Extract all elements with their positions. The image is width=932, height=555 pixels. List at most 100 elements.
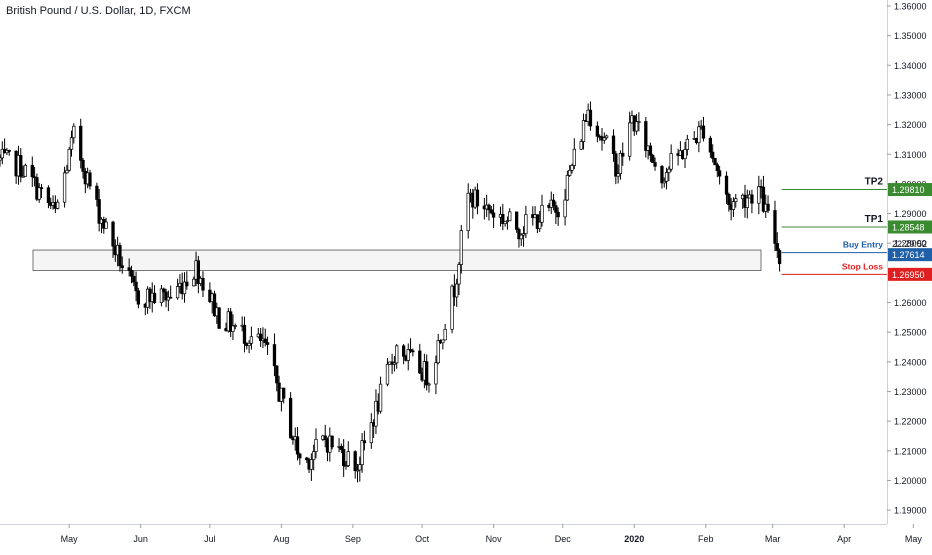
candle-body [166, 296, 171, 301]
candle-body [664, 172, 669, 182]
candle-body [37, 187, 41, 200]
candle-body [30, 164, 34, 178]
candle-body [242, 324, 247, 344]
candle-body [556, 211, 560, 218]
candle-body [667, 168, 671, 173]
candle-body [540, 204, 544, 223]
candle-body [7, 150, 11, 152]
candle-body [514, 211, 519, 230]
candle-body [275, 365, 279, 384]
candle-body [56, 201, 60, 209]
candle-body [777, 250, 782, 264]
candle-body [196, 260, 201, 284]
candle-body [685, 138, 689, 150]
candle-body [766, 203, 770, 211]
candle-body [0, 157, 2, 161]
x-tick-label: Aug [273, 534, 289, 544]
candle-body [634, 121, 639, 132]
candle-body [611, 135, 616, 155]
candle-body [132, 275, 136, 283]
candle-body [233, 325, 237, 327]
candle-body [127, 267, 131, 271]
candle-body [505, 220, 510, 223]
candle-body [81, 159, 85, 172]
candle-body [182, 281, 187, 295]
candle-body [757, 186, 761, 204]
candle-body [637, 121, 641, 123]
support-zone [32, 249, 762, 271]
candle-body [491, 212, 496, 218]
x-tick-label: Feb [698, 534, 714, 544]
candle-body [524, 214, 528, 235]
y-tick-label: 1.25000 [894, 328, 927, 338]
candle-body [503, 221, 507, 225]
candle-body [535, 214, 540, 229]
x-tick-label: Oct [415, 534, 430, 544]
x-tick-label: Sep [345, 534, 361, 544]
y-tick-label: 1.34000 [894, 61, 927, 71]
y-tick-label: 1.28000 [894, 239, 927, 249]
y-tick-label: 1.29000 [894, 209, 927, 219]
candle-body [717, 170, 722, 177]
level-label: Stop Loss [842, 261, 883, 271]
candle-body [616, 173, 620, 177]
candle-body [97, 199, 101, 224]
candle-body [309, 459, 314, 470]
candle-body [79, 125, 83, 161]
x-tick-label: Jun [133, 534, 148, 544]
x-tick-label: 2020 [624, 534, 644, 544]
y-tick-label: 1.23000 [894, 387, 927, 397]
candle-body [538, 221, 542, 229]
x-tick-label: Dec [555, 534, 572, 544]
candle-body [360, 440, 364, 466]
candle-body [231, 325, 235, 332]
candle-body [353, 451, 357, 472]
candle-body [651, 154, 655, 163]
candle-body [136, 290, 141, 305]
x-tick-label: Mar [765, 534, 781, 544]
price-tag [888, 267, 932, 281]
candle-body [120, 265, 124, 269]
candle-body [724, 175, 729, 195]
level-label: TP1 [865, 214, 884, 225]
candle-body [19, 155, 23, 177]
candle-body [459, 230, 463, 265]
candle-body [683, 149, 687, 159]
chart-title: British Pound / U.S. Dollar, 1D, FXCM [6, 5, 191, 17]
candle-body [169, 296, 173, 299]
candle-body [104, 221, 108, 229]
candle-body [263, 338, 267, 343]
candle-body [72, 125, 76, 139]
candle-body [618, 152, 623, 174]
candle-body [374, 400, 378, 427]
x-tick-label: May [905, 534, 923, 544]
candle-body [441, 339, 445, 344]
candle-body [648, 145, 653, 156]
candle-body [427, 383, 431, 386]
candle-body [731, 201, 736, 210]
x-tick-label: Apr [837, 534, 851, 544]
candle-body [701, 125, 706, 139]
candle-body [653, 162, 657, 167]
y-tick-label: 1.36000 [894, 1, 927, 11]
candle-body [298, 453, 302, 459]
candle-body [305, 457, 309, 461]
level-label: Buy Entry [843, 240, 883, 250]
candle-body [595, 125, 600, 137]
candle-body [282, 387, 286, 399]
candle-body [346, 451, 350, 466]
candle-body [697, 126, 701, 144]
candle-body [152, 292, 157, 304]
candle-body [342, 449, 346, 467]
candle-body [295, 436, 300, 455]
candle-body [565, 175, 570, 201]
candle-body [457, 264, 461, 285]
candle-body [745, 197, 749, 208]
candle-body [621, 152, 625, 157]
candle-body [323, 435, 327, 440]
candle-body [563, 199, 567, 218]
candle-body [434, 362, 438, 385]
candle-body [339, 446, 344, 450]
candle-body [228, 311, 233, 332]
